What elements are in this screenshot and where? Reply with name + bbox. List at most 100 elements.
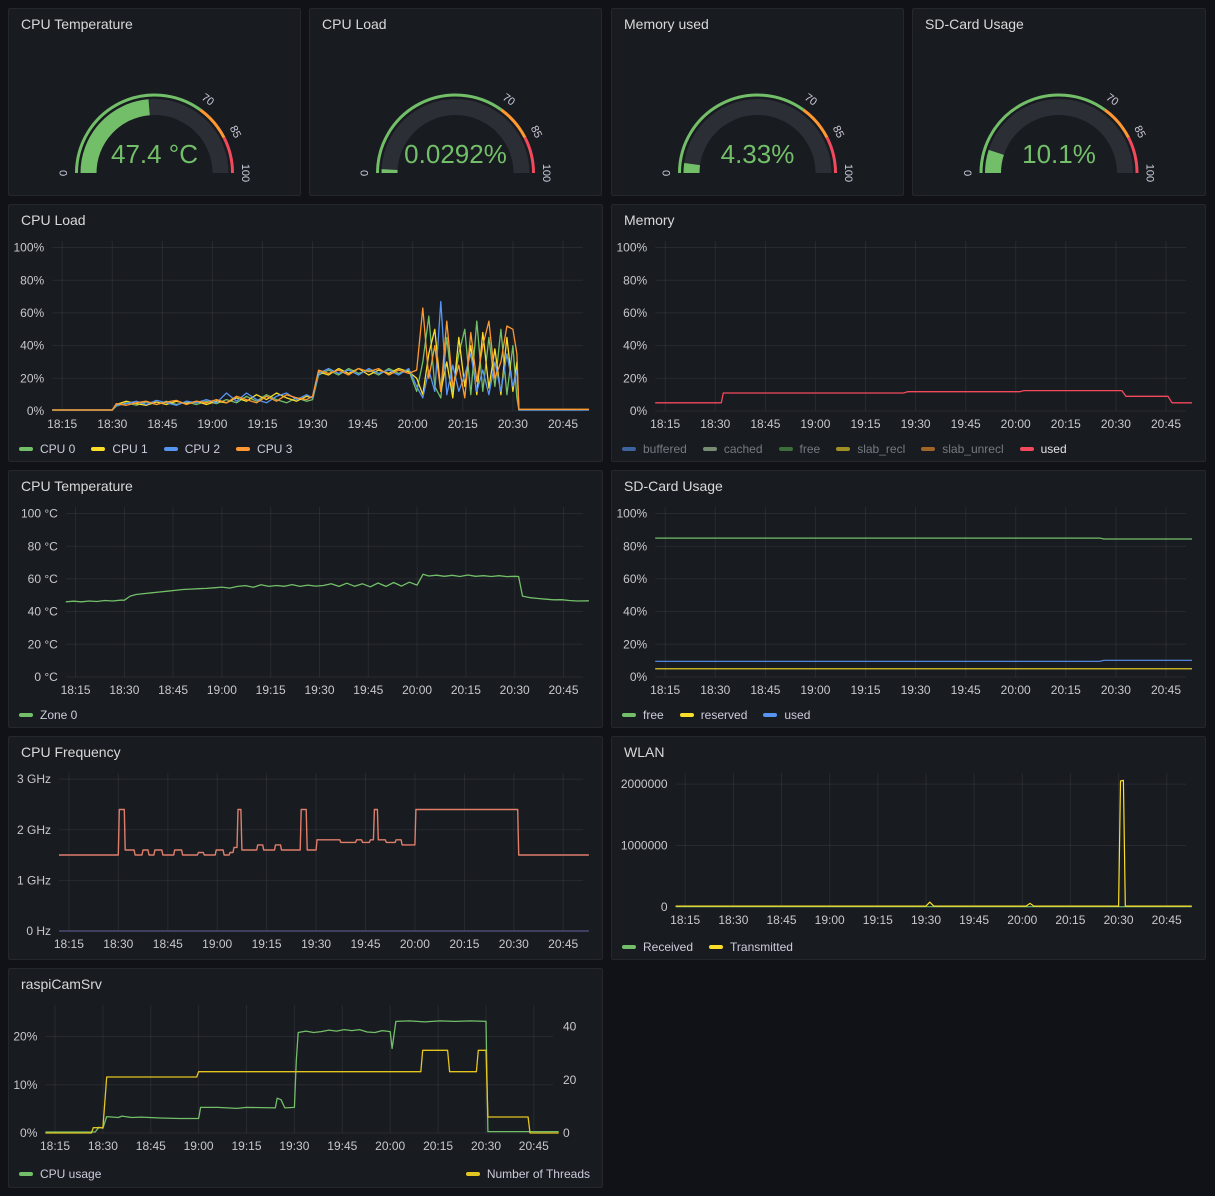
series-line-cpu-3: [52, 307, 589, 411]
gauge-threshold-arc: [1103, 108, 1130, 139]
x-tick-label: 20:30: [1101, 683, 1131, 697]
legend-item-cpu-3[interactable]: CPU 3: [236, 442, 292, 456]
x-tick-label: 19:00: [202, 937, 232, 951]
legend-swatch-icon: [679, 713, 694, 717]
legend-item-reserved[interactable]: reserved: [679, 708, 748, 722]
legend-swatch-icon: [91, 447, 106, 451]
legend-item-used[interactable]: used: [1019, 442, 1067, 456]
x-tick-label: 20:00: [375, 1139, 405, 1153]
x-tick-label: 19:15: [231, 1139, 261, 1153]
sdcard-usage-chart[interactable]: 18:15 18:30 18:45 19:00 19:15 19:30 19:45 20:00…: [614, 499, 1200, 701]
cpu-temperature-legend: Zone 0: [19, 708, 590, 722]
legend-swatch-icon: [622, 447, 636, 451]
wlan-chart[interactable]: 18:15 18:30 18:45 19:00 19:15 19:30 19:45 20:00…: [614, 765, 1200, 931]
legend-item-cpu-0[interactable]: CPU 0: [19, 442, 75, 456]
legend-item-number-of-threads[interactable]: Number of Threads: [465, 1167, 590, 1181]
panel-title[interactable]: WLAN: [624, 744, 665, 760]
gauge-scale-label: 85: [227, 124, 243, 140]
x-tick-label: 19:45: [951, 417, 981, 431]
y-tick-label: 0%: [27, 404, 45, 418]
y-tick-label: 0 °C: [34, 670, 58, 684]
x-tick-label: 20:00: [1001, 417, 1031, 431]
legend-item-cpu-2[interactable]: CPU 2: [163, 442, 220, 456]
x-tick-label: 19:30: [901, 683, 931, 697]
x-tick-label: 20:30: [1104, 913, 1134, 927]
x-tick-label: 20:15: [449, 937, 479, 951]
legend-item-cpu-1[interactable]: CPU 1: [91, 442, 148, 456]
y-tick-label: 80 °C: [28, 539, 58, 553]
gauge-cpu-temperature: 0 70 85 100 47.4 °C: [9, 39, 300, 189]
legend-item-zone-0[interactable]: Zone 0: [19, 708, 77, 722]
y-tick-label: 60 °C: [28, 572, 58, 586]
panel-cpu-load-gauge: CPU Load 0 70 85 100 0.0292%: [309, 8, 602, 196]
x-tick-label: 18:30: [109, 683, 139, 697]
memory-chart[interactable]: 18:15 18:30 18:45 19:00 19:15 19:30 19:45 20:00…: [614, 233, 1200, 435]
raspicamsrv-chart[interactable]: 18:15 18:30 18:45 19:00 19:15 19:30 19:45 20:00…: [11, 997, 597, 1157]
y-tick-label: 20%: [623, 371, 647, 385]
gauge-scale-label: 100: [842, 164, 854, 182]
gauge-scale-label: 85: [1131, 124, 1147, 140]
cpu-temperature-chart[interactable]: 18:15 18:30 18:45 19:00 19:15 19:30 19:45 20:00…: [11, 499, 597, 701]
gauge-value-arc: [984, 149, 1004, 174]
legend-swatch-icon: [763, 713, 778, 717]
legend-item-received[interactable]: Received: [622, 940, 693, 954]
gauge-threshold-arc: [376, 93, 503, 174]
legend-item-slab_recl[interactable]: slab_recl: [836, 442, 905, 456]
legend-swatch-icon: [921, 447, 936, 451]
x-tick-label: 18:30: [700, 417, 730, 431]
panel-title[interactable]: Memory used: [624, 16, 709, 32]
x-tick-label: 18:45: [750, 683, 780, 697]
legend-item-cpu-usage[interactable]: CPU usage: [19, 1167, 101, 1181]
panel-cpu-temperature-chart: CPU Temperature 18:15 18:30 18:45 19:00 19:1…: [8, 470, 603, 728]
memory-legend: buffered cached free slab_recl slab_unrecl us…: [622, 442, 1193, 456]
legend-item-slab_unrecl[interactable]: slab_unrecl: [921, 442, 1004, 456]
legend-label: Number of Threads: [486, 1167, 590, 1181]
x-tick-label: 19:30: [911, 913, 941, 927]
panel-title[interactable]: CPU Load: [21, 212, 86, 228]
cpu-load-chart[interactable]: 18:15 18:30 18:45 19:00 19:15 19:30 19:45 20:00…: [11, 233, 597, 435]
y-tick-label: 100%: [13, 241, 44, 255]
panel-title[interactable]: SD-Card Usage: [624, 478, 723, 494]
panel-title[interactable]: raspiCamSrv: [21, 976, 102, 992]
x-tick-label: 19:15: [850, 417, 880, 431]
panel-cpu-load-chart: CPU Load 18:15 18:30 18:45 19:00 19:15 19:30 1…: [8, 204, 603, 462]
legend-swatch-icon: [19, 447, 33, 451]
panel-title[interactable]: CPU Load: [322, 16, 387, 32]
y-tick-label: 10%: [13, 1078, 37, 1092]
gauge-threshold-arc: [75, 93, 202, 174]
cpu-frequency-chart[interactable]: 18:15 18:30 18:45 19:00 19:15 19:30 19:45 20:00…: [11, 765, 597, 955]
x-tick-label: 19:00: [197, 417, 227, 431]
x-tick-label: 19:30: [298, 417, 328, 431]
legend-swatch-icon: [778, 447, 793, 451]
legend-label: reserved: [700, 708, 748, 722]
gauge-threshold-arc: [523, 136, 535, 174]
legend-item-used[interactable]: used: [763, 708, 810, 722]
x-tick-label: 19:15: [256, 683, 286, 697]
legend-label: CPU 3: [257, 442, 293, 456]
legend-item-buffered[interactable]: buffered: [622, 442, 687, 456]
y-tick-label: 40%: [20, 339, 44, 353]
legend-item-transmitted[interactable]: Transmitted: [709, 940, 793, 954]
series-line-cpu-1: [52, 328, 589, 411]
legend-item-free[interactable]: free: [778, 442, 820, 456]
x-tick-label: 20:00: [1001, 683, 1031, 697]
x-tick-label: 19:45: [348, 417, 378, 431]
x-tick-label: 18:30: [103, 937, 133, 951]
legend-item-cached[interactable]: cached: [702, 442, 763, 456]
panel-title[interactable]: SD-Card Usage: [925, 16, 1024, 32]
legend-item-free[interactable]: free: [622, 708, 664, 722]
x-tick-label: 19:00: [800, 417, 830, 431]
y-tick-label: 80%: [623, 273, 647, 287]
panel-title[interactable]: CPU Temperature: [21, 16, 133, 32]
gauge-scale-label: 0: [58, 170, 70, 176]
legend-swatch-icon: [702, 447, 717, 451]
x-tick-label: 19:45: [327, 1139, 357, 1153]
gauge-sdcard-usage: 0 70 85 100 10.1%: [913, 39, 1205, 189]
panel-title[interactable]: Memory: [624, 212, 675, 228]
panel-title[interactable]: CPU Frequency: [21, 744, 121, 760]
gauge-scale-label: 70: [199, 92, 216, 109]
x-tick-label: 20:00: [398, 417, 428, 431]
gauge-track-arc: [381, 99, 530, 174]
panel-title[interactable]: CPU Temperature: [21, 478, 133, 494]
